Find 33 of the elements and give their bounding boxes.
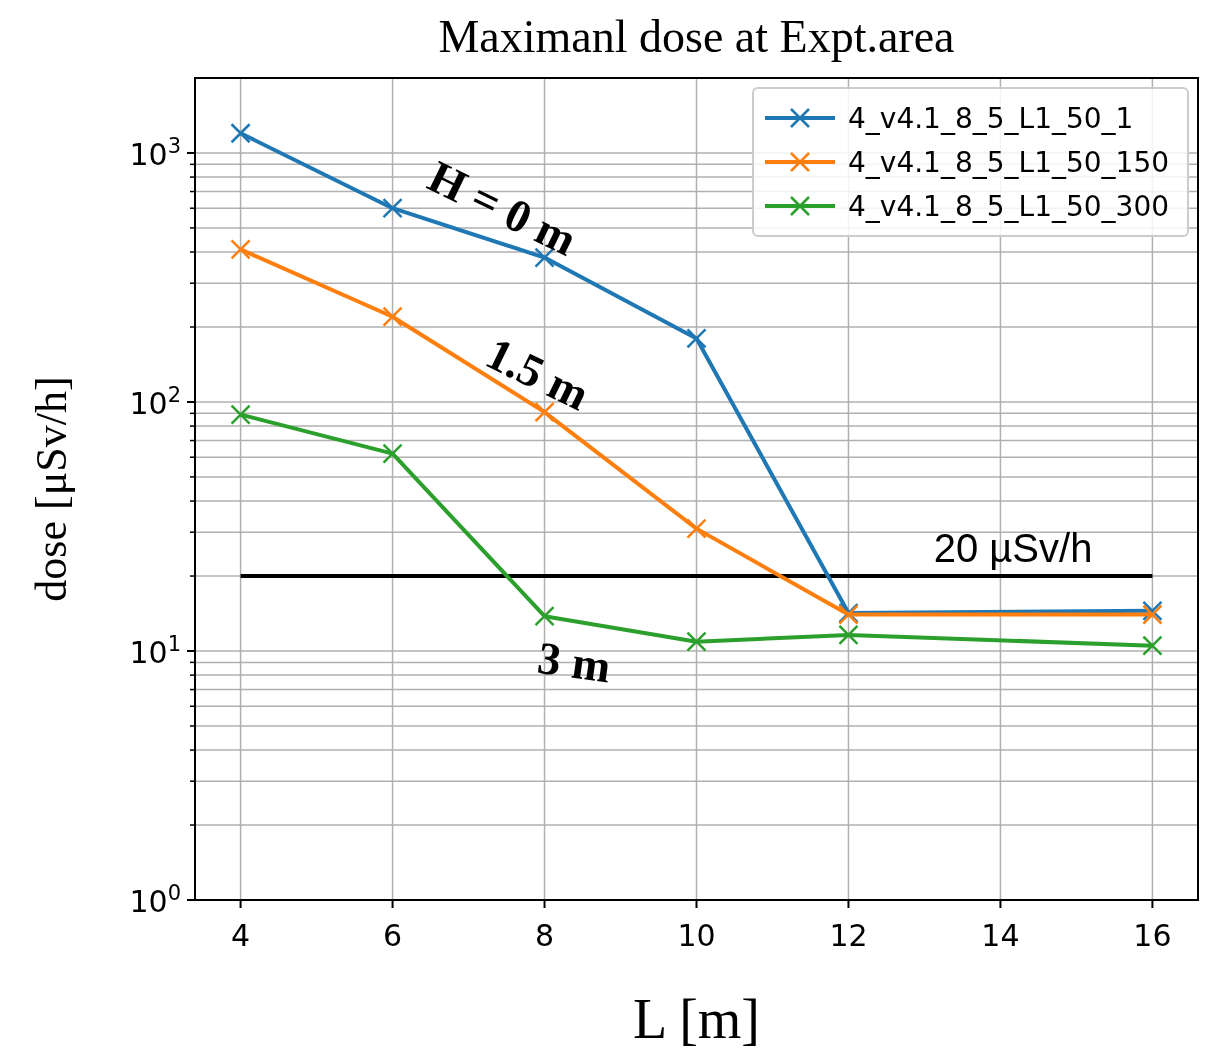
y-tick-label: 10$^{0}$ bbox=[129, 881, 181, 919]
x-tick-label: 12 bbox=[829, 918, 868, 953]
annotation: 1.5 m bbox=[478, 327, 598, 421]
y-tick-label: 10$^{1}$ bbox=[129, 631, 181, 670]
point bbox=[382, 443, 403, 464]
legend-label: 4_v4.1_8_5_L1_50_150 bbox=[848, 146, 1170, 179]
point bbox=[686, 518, 707, 539]
y-tick-label: 10$^{2}$ bbox=[129, 382, 181, 421]
annotation: 3 m bbox=[534, 631, 614, 693]
point bbox=[686, 631, 707, 652]
x-tick-label: 14 bbox=[981, 918, 1020, 953]
point bbox=[838, 624, 859, 646]
x-tick-label: 6 bbox=[383, 918, 403, 953]
point bbox=[230, 122, 251, 144]
point bbox=[230, 404, 251, 425]
point bbox=[1142, 635, 1163, 656]
x-tick-label: 4 bbox=[231, 918, 251, 953]
ref-line-label: 20 µSv/h bbox=[933, 526, 1093, 571]
point bbox=[382, 306, 403, 327]
chart-title: Maximanl dose at Expt.area bbox=[438, 11, 955, 62]
point bbox=[230, 239, 251, 260]
x-tick-label: 16 bbox=[1133, 918, 1172, 953]
point bbox=[686, 328, 707, 349]
point bbox=[534, 605, 555, 627]
annotation: H = 0 m bbox=[420, 150, 585, 266]
y-tick-label: 10$^{3}$ bbox=[129, 133, 181, 172]
legend-label: 4_v4.1_8_5_L1_50_300 bbox=[848, 190, 1170, 223]
point bbox=[382, 197, 403, 219]
x-tick-label: 8 bbox=[534, 918, 555, 953]
legend-label: 4_v4.1_8_5_L1_50_1 bbox=[848, 102, 1134, 135]
x-axis-title: L [m] bbox=[633, 988, 760, 1050]
x-tick-label: 10 bbox=[677, 918, 716, 953]
y-axis-title: dose [μSv/h] bbox=[27, 376, 76, 602]
